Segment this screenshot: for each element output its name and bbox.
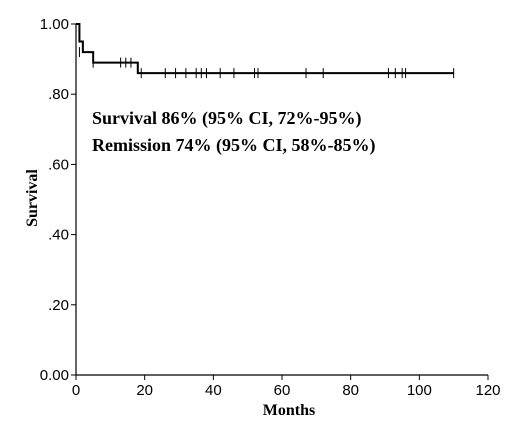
- y-tick-label: 1.00: [40, 16, 69, 33]
- x-tick-label: 20: [136, 382, 153, 399]
- y-tick-label: .40: [48, 227, 69, 244]
- annotation-survival: Survival 86% (95% CI, 72%-95%): [92, 108, 362, 129]
- y-axis-title: Survival: [24, 169, 41, 227]
- censor-marks: [78, 47, 455, 79]
- annotation-remission: Remission 74% (95% CI, 58%-85%): [92, 135, 376, 156]
- y-tick-label: 0.00: [40, 367, 69, 384]
- x-tick-label: 100: [407, 382, 432, 399]
- x-tick-label: 60: [274, 382, 291, 399]
- y-tick-label: .80: [48, 86, 69, 103]
- x-tick-label: 0: [72, 382, 80, 399]
- x-axis-title: Months: [263, 402, 315, 419]
- x-tick-label: 40: [205, 382, 222, 399]
- series: [76, 23, 454, 75]
- ticks: 0 20 40 60 80 100 120 0.00 .20 .40 .60 .80 1.00: [40, 16, 501, 399]
- y-tick-label: .60: [48, 156, 69, 173]
- x-tick-label: 120: [475, 382, 500, 399]
- x-tick-label: 80: [342, 382, 359, 399]
- survival-step-line: [76, 23, 454, 75]
- y-tick-label: .20: [48, 297, 69, 314]
- axes: [75, 24, 488, 376]
